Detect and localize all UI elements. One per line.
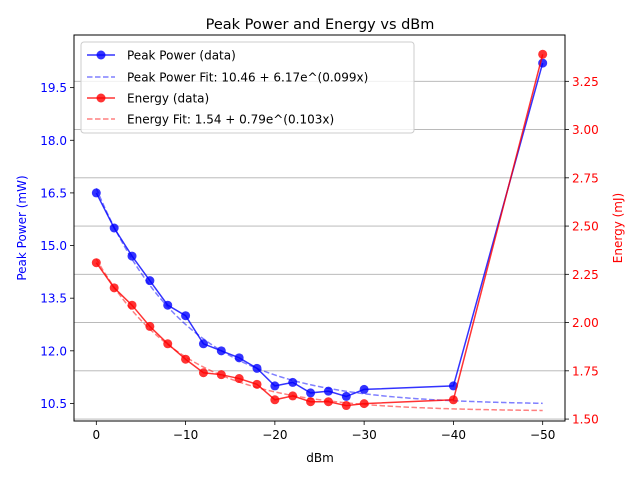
- plot-frame: [73, 34, 566, 422]
- y-right-tick-label: 2.50: [572, 220, 599, 234]
- y-axis-left-label: Peak Power (mW): [15, 175, 29, 280]
- x-tick-label: −10: [173, 428, 198, 442]
- legend-energy-fit-label: Energy Fit: 1.54 + 0.79e^(0.103x): [127, 113, 334, 127]
- legend-peak-data-label: Peak Power (data): [127, 49, 236, 63]
- peak-power-data-point: [270, 381, 280, 391]
- y-right-tick-label: 3.25: [572, 75, 599, 89]
- y-left-tick-label: 12.0: [40, 344, 67, 358]
- energy-data-point: [341, 401, 351, 411]
- x-tick-label: −50: [530, 428, 555, 442]
- y-left-tick-label: 16.5: [40, 186, 67, 200]
- peak-power-data-point: [181, 311, 191, 321]
- x-tick-label: −30: [351, 428, 376, 442]
- y-axis-right-label: Energy (mJ): [611, 193, 625, 263]
- legend-entry-peak-data: Peak Power (data): [87, 49, 236, 63]
- x-tick-label: −20: [262, 428, 287, 442]
- energy-data-point: [109, 283, 119, 293]
- energy-fit-line: [95, 258, 543, 412]
- energy-data-point: [181, 354, 191, 364]
- legend-entry-energy-data: Energy (data): [87, 92, 209, 106]
- y-left-tick-label: 19.5: [40, 81, 67, 95]
- x-tick-label: 0: [92, 428, 100, 442]
- data-lines: [91, 49, 548, 411]
- peak-power-data-point: [341, 391, 351, 401]
- energy-data-point: [448, 395, 458, 405]
- x-axis-label: dBm: [306, 451, 334, 465]
- energy-data-point: [234, 374, 244, 384]
- x-tick-label: −40: [441, 428, 466, 442]
- x-axis: 0 −10 −20 −30 −40 −50: [92, 421, 555, 442]
- energy-data-point: [127, 300, 137, 310]
- energy-data-point: [323, 397, 333, 407]
- legend-entry-energy-fit: Energy Fit: 1.54 + 0.79e^(0.103x): [87, 113, 334, 127]
- y-left-tick-label: 15.0: [40, 239, 67, 253]
- legend: Peak Power (data) Peak Power Fit: 10.46 …: [80, 41, 415, 134]
- energy-data-point: [198, 368, 208, 378]
- peak-power-data-point: [127, 251, 137, 261]
- y-right-tick-label: 2.25: [572, 268, 599, 282]
- peak-power-data-point: [216, 346, 226, 356]
- y-right-tick-label: 2.00: [572, 316, 599, 330]
- y-axis-left: 10.5 12.0 13.5 15.0 16.5 18.0 19.5: [40, 81, 74, 411]
- legend-entry-peak-fit: Peak Power Fit: 10.46 + 6.17e^(0.099x): [87, 71, 368, 85]
- y-right-tick-label: 1.75: [572, 364, 599, 378]
- peak-power-fit-line: [95, 188, 543, 405]
- y-right-tick-label: 1.50: [572, 413, 599, 427]
- y-left-tick-label: 10.5: [40, 397, 67, 411]
- peak-power-data-point: [163, 300, 173, 310]
- peak-power-data-point: [252, 363, 262, 373]
- peak-power-data-point: [288, 377, 298, 387]
- energy-data-point: [145, 321, 155, 331]
- peak-power-data-point: [323, 386, 333, 396]
- energy-data-point: [306, 397, 316, 407]
- energy-data-point: [270, 395, 280, 405]
- legend-energy-data-marker: [96, 93, 106, 103]
- energy-data-point: [538, 49, 548, 59]
- peak-power-data-point: [109, 223, 119, 233]
- energy-data-point: [216, 370, 226, 380]
- energy-data-point: [91, 258, 101, 268]
- chart-title: Peak Power and Energy vs dBm: [206, 17, 435, 33]
- peak-power-data-point: [198, 339, 208, 349]
- y-right-tick-label: 2.75: [572, 171, 599, 185]
- energy-data-point: [288, 391, 298, 401]
- peak-power-data-point: [145, 276, 155, 286]
- peak-power-data-point: [306, 388, 316, 398]
- peak-power-data-point: [91, 188, 101, 198]
- legend-energy-data-label: Energy (data): [127, 92, 209, 106]
- y-right-tick-label: 3.00: [572, 123, 599, 137]
- energy-data-point: [163, 339, 173, 349]
- legend-box: [80, 41, 415, 134]
- energy-data-point: [359, 399, 369, 409]
- y-axis-right: 1.50 1.75 2.00 2.25 2.50 2.75 3.00 3.25: [565, 75, 599, 427]
- legend-peak-fit-label: Peak Power Fit: 10.46 + 6.17e^(0.099x): [127, 71, 368, 85]
- peak-power-data-point: [234, 353, 244, 363]
- y-left-tick-label: 18.0: [40, 134, 67, 148]
- energy-data-point: [252, 379, 262, 389]
- legend-peak-data-marker: [96, 50, 106, 60]
- peak-power-data-point: [359, 384, 369, 394]
- y-left-tick-label: 13.5: [40, 292, 67, 306]
